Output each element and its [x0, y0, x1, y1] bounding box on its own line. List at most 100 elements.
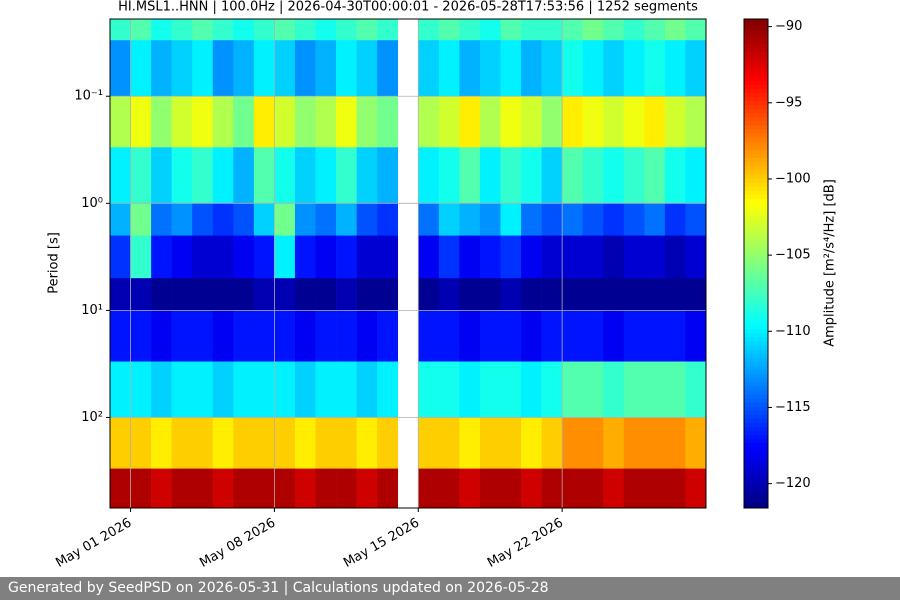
heatmap-cell	[274, 40, 296, 97]
footer: Generated by SeedPSD on 2026-05-31 | Cal…	[0, 577, 900, 600]
heatmap-cell	[603, 40, 625, 97]
heatmap-cell	[623, 96, 645, 148]
colorbar-strip	[744, 27, 768, 32]
y-axis-label: Period [s]	[47, 232, 62, 294]
colorbar-strip	[744, 173, 768, 179]
colorbar-strip	[744, 145, 768, 150]
heatmap-cell	[274, 96, 296, 148]
heatmap-cell	[664, 203, 686, 236]
colorbar-strip	[744, 92, 768, 97]
heatmap-cell	[151, 278, 172, 311]
heatmap-cell	[644, 96, 666, 148]
colorbar-strip	[744, 332, 768, 338]
heatmap-cell	[500, 147, 522, 204]
heatmap-cell	[500, 96, 522, 148]
heatmap-cell	[541, 468, 563, 509]
colorbar-strip	[744, 426, 768, 432]
colorbar-strip	[744, 137, 768, 142]
heatmap-cell	[171, 147, 193, 204]
heatmap-cell	[479, 417, 501, 469]
colorbar-strip	[744, 292, 768, 297]
heatmap-cell	[664, 96, 686, 148]
heatmap-cell	[130, 278, 152, 311]
heatmap-cell	[233, 147, 255, 204]
heatmap-cell	[294, 96, 316, 148]
heatmap-cell	[623, 147, 645, 204]
heatmap-cell	[521, 147, 542, 204]
colorbar-strip	[744, 503, 768, 509]
heatmap-cell	[603, 19, 625, 41]
heatmap-cell	[192, 96, 214, 148]
heatmap-cell	[274, 278, 296, 311]
heatmap-cell	[274, 310, 296, 362]
heatmap-cell	[110, 310, 131, 362]
colorbar-strip	[744, 475, 768, 480]
heatmap-cell	[151, 96, 172, 148]
heatmap-cell	[274, 147, 296, 204]
heatmap-cell	[541, 96, 563, 148]
heatmap-cell	[212, 40, 234, 97]
heatmap-cell	[582, 361, 604, 418]
heatmap-cell	[336, 147, 357, 204]
heatmap-cell	[212, 203, 234, 236]
heatmap-cell	[315, 278, 337, 311]
colorbar-strip	[744, 51, 768, 57]
heatmap-cell	[315, 19, 337, 41]
heatmap-cell	[500, 40, 522, 97]
heatmap-cell	[171, 417, 193, 469]
colorbar-strip	[744, 43, 768, 49]
heatmap-cell	[500, 19, 522, 41]
heatmap-cell	[253, 361, 275, 418]
heatmap-cell	[664, 468, 686, 509]
heatmap-cell	[623, 278, 645, 311]
colorbar-strip	[744, 190, 768, 195]
heatmap-cell	[438, 147, 460, 204]
colorbar-strip	[744, 19, 768, 24]
colorbar-strip	[744, 247, 768, 252]
colorbar-strip	[744, 430, 768, 436]
heatmap-cell	[294, 278, 316, 311]
heatmap-cell	[623, 40, 645, 97]
colorbar-strip	[744, 177, 768, 183]
colorbar-strip	[744, 267, 768, 273]
colorbar-strip	[744, 263, 768, 269]
heatmap-cell	[582, 235, 604, 279]
heatmap-cell	[500, 417, 522, 469]
heatmap-cell	[582, 203, 604, 236]
colorbar-strip	[744, 385, 768, 391]
heatmap-cell	[623, 19, 645, 41]
heatmap-cell	[418, 19, 440, 41]
colorbar-strip	[744, 96, 768, 101]
colorbar-strip	[744, 84, 768, 89]
colorbar-tick-label: −120	[775, 476, 811, 491]
colorbar-strip	[744, 67, 768, 73]
heatmap-cell	[192, 417, 214, 469]
colorbar-strip	[744, 471, 768, 476]
heatmap-cell	[212, 361, 234, 418]
heatmap-cell	[664, 147, 686, 204]
heatmap-cell	[151, 19, 172, 41]
colorbar-strip	[744, 283, 768, 289]
colorbar-strip	[744, 251, 768, 256]
colorbar-strip	[744, 483, 768, 489]
heatmap-cell	[212, 468, 234, 509]
heatmap-cell	[644, 40, 666, 97]
heatmap-cell	[521, 19, 542, 41]
colorbar-strip	[744, 55, 768, 61]
heatmap-cell	[541, 235, 563, 279]
heatmap-cell	[685, 19, 707, 41]
colorbar-strip	[744, 312, 768, 317]
heatmap-cell	[644, 361, 666, 418]
heatmap-cell	[315, 40, 337, 97]
heatmap-cell	[294, 235, 316, 279]
heatmap-cell	[685, 203, 707, 236]
heatmap-cell	[685, 147, 707, 204]
heatmap-cell	[479, 40, 501, 97]
colorbar-strip	[744, 133, 768, 138]
heatmap-cell	[521, 40, 542, 97]
heatmap-cell	[315, 468, 337, 509]
colorbar-strip	[744, 124, 768, 130]
colorbar-strip	[744, 71, 768, 77]
heatmap-cell	[438, 417, 460, 469]
heatmap-cell	[562, 310, 583, 362]
